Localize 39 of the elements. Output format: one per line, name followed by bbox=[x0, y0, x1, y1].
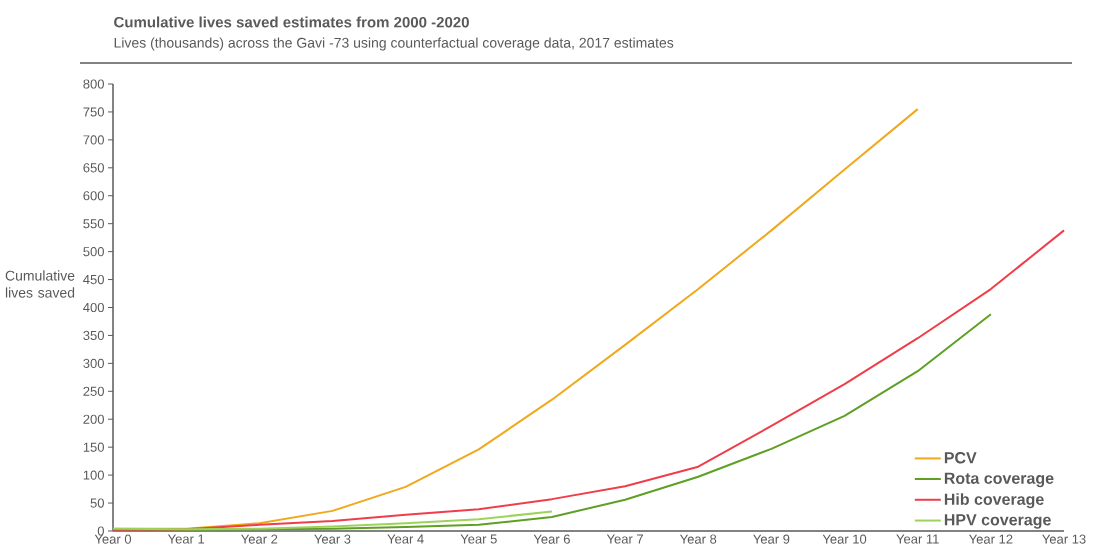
x-tick-label: Year 13 bbox=[1042, 534, 1086, 544]
y-tick-label: 650 bbox=[83, 163, 104, 173]
x-tick-label: Year 12 bbox=[968, 534, 1013, 544]
y-tick-label: 750 bbox=[83, 107, 104, 117]
y-tick-label: 700 bbox=[83, 135, 104, 145]
legend-label: HPV coverage bbox=[944, 514, 1051, 529]
legend-label: PCV bbox=[944, 452, 977, 464]
x-tick-label: Year 2 bbox=[241, 534, 278, 544]
legend-label: Hib coverage bbox=[944, 493, 1044, 509]
x-tick-label: Year 4 bbox=[387, 534, 424, 544]
y-tick-label: 150 bbox=[83, 442, 104, 452]
x-tick-label: Year 1 bbox=[167, 534, 205, 544]
y-tick-label: 0 bbox=[97, 526, 104, 536]
line-series bbox=[112, 510, 553, 531]
x-tick-label: Year 10 bbox=[822, 534, 867, 544]
y-tick-label: 250 bbox=[83, 386, 104, 396]
y-tick-label: 50 bbox=[90, 498, 104, 508]
y-axis-title: Cumulative lives saved bbox=[5, 270, 75, 298]
x-tick-label: Year 11 bbox=[896, 534, 939, 544]
y-tick-label: 200 bbox=[83, 414, 104, 424]
y-tick-label: 350 bbox=[83, 330, 104, 341]
y-tick-label: 800 bbox=[83, 79, 104, 89]
legend-label: Rota coverage bbox=[944, 472, 1054, 488]
y-tick-label: 600 bbox=[83, 191, 104, 201]
x-tick-label: Year 6 bbox=[533, 534, 570, 544]
y-tick-label: 550 bbox=[83, 219, 104, 229]
x-tick-label: Year 7 bbox=[606, 534, 643, 544]
chart-subtitle: Lives (thousands) across the Gavi -73 using counterfactual coverage data, 2017 estimates bbox=[114, 37, 674, 51]
x-tick-label: Year 9 bbox=[753, 534, 790, 544]
x-tick-label: Year 8 bbox=[679, 534, 717, 544]
chart-title: Cumulative lives saved estimates from 2000 -2020 bbox=[114, 16, 469, 28]
y-tick-label: 450 bbox=[83, 274, 104, 285]
y-tick-label: 100 bbox=[83, 470, 104, 480]
x-tick-label: Year 3 bbox=[314, 534, 351, 544]
x-tick-label: Year 0 bbox=[94, 534, 132, 544]
x-tick-label: Year 5 bbox=[460, 534, 497, 544]
y-tick-label: 400 bbox=[83, 302, 104, 313]
y-tick-label: 300 bbox=[83, 358, 104, 368]
y-tick-label: 500 bbox=[83, 247, 104, 257]
